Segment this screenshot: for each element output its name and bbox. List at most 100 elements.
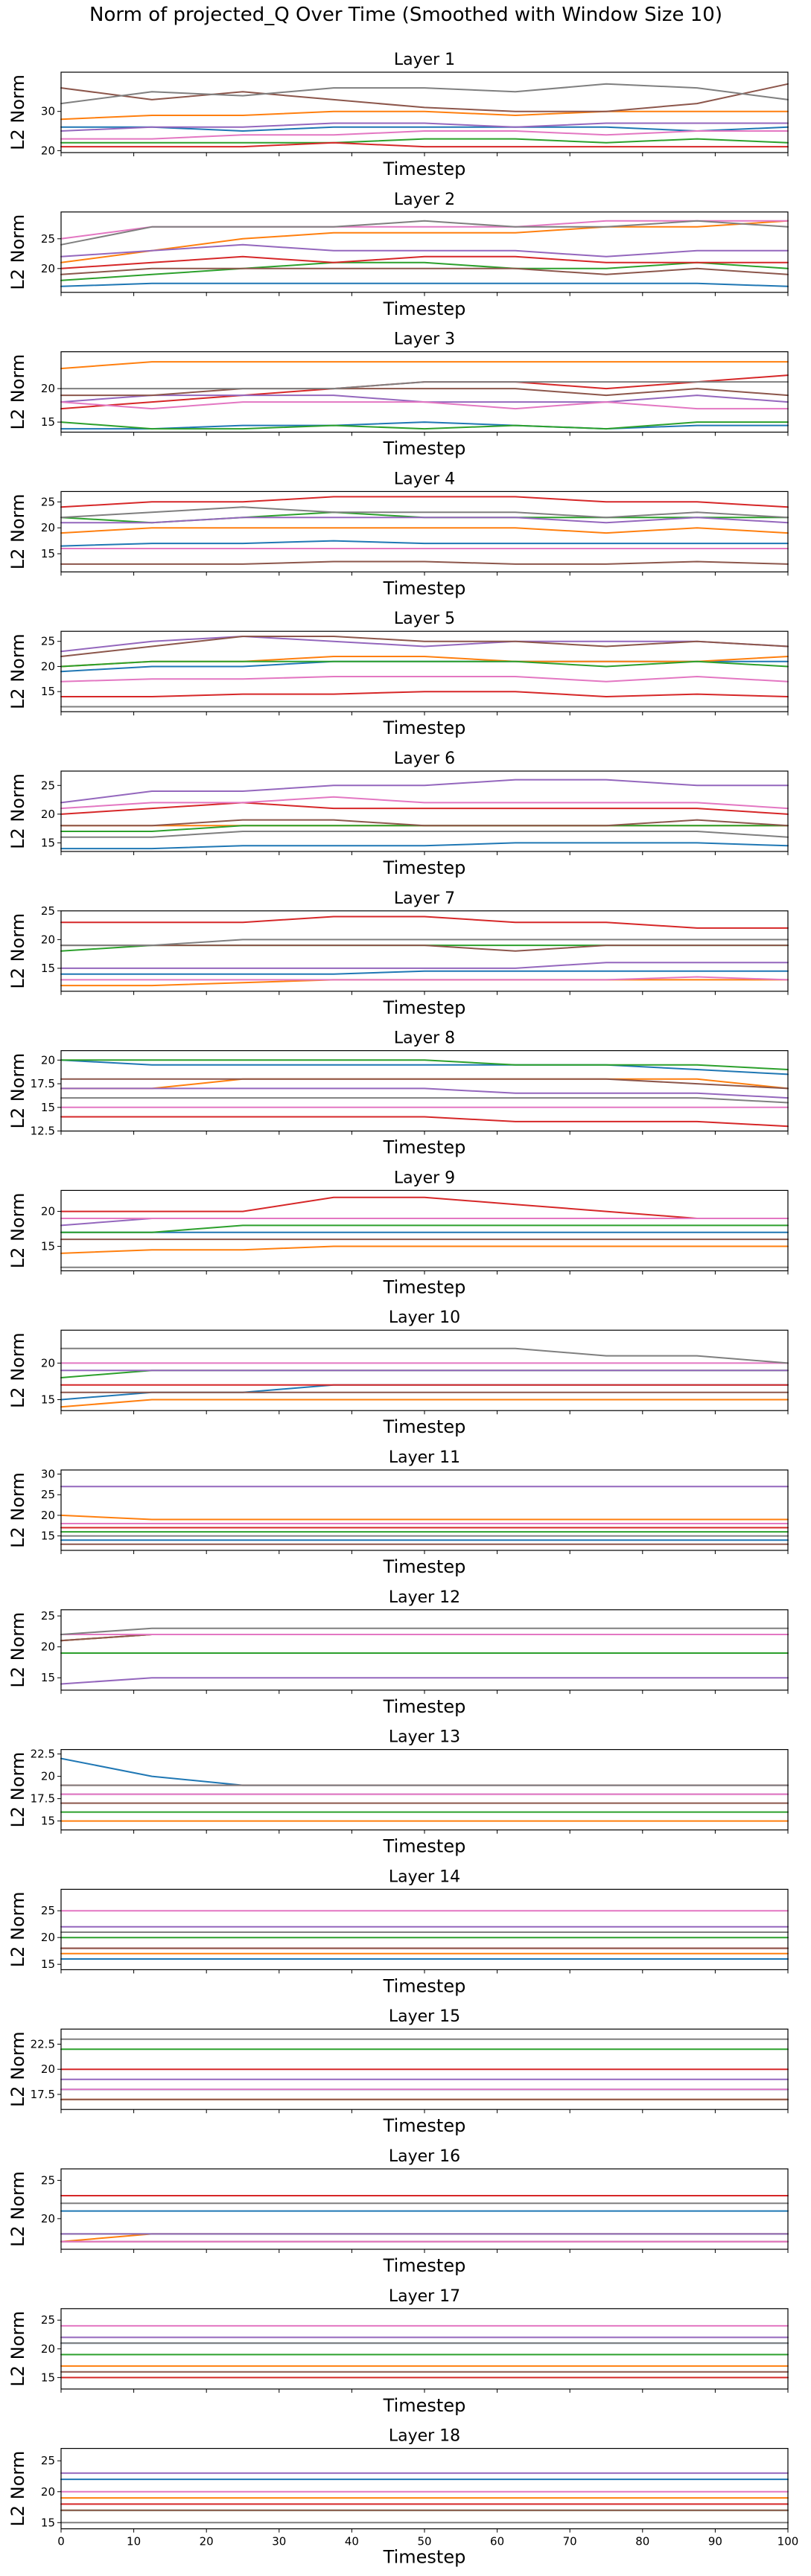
y-tick-label: 25 bbox=[41, 1609, 55, 1623]
y-tick-label: 20 bbox=[41, 2342, 55, 2356]
subplot-title: Layer 14 bbox=[389, 1867, 460, 1886]
y-axis-label: L2 Norm bbox=[7, 354, 28, 430]
axes-frame bbox=[60, 1049, 789, 1132]
series-line bbox=[60, 388, 789, 397]
y-axis-label: L2 Norm bbox=[7, 1892, 28, 1968]
subplot-layer-8: Layer 8 12.5 15 17.5 20 Timestep L2 Norm bbox=[7, 1029, 789, 1158]
subplot-layer-7: Layer 7 15 20 25 Timestep L2 Norm bbox=[7, 889, 789, 1018]
subplot-title: Layer 11 bbox=[389, 1448, 460, 1467]
x-axis-label: Timestep bbox=[383, 717, 466, 738]
subplot-layer-15: Layer 15 17.5 20 22.5 Timestep L2 Norm bbox=[7, 2007, 789, 2136]
series-line bbox=[60, 1218, 789, 1227]
series-line bbox=[60, 1634, 789, 1642]
y-tick-label: 15 bbox=[41, 685, 55, 698]
series-line bbox=[60, 496, 789, 508]
subplot-layer-18: Layer 18 15 20 25 0 10 20 30 40 50 60 70 80 90 100 Time… bbox=[7, 2427, 798, 2568]
y-tick-label: 17.5 bbox=[31, 1077, 55, 1090]
y-axis-label: L2 Norm bbox=[7, 2451, 28, 2527]
series-line bbox=[60, 130, 789, 140]
x-axis-label: Timestep bbox=[383, 159, 466, 179]
subplot-layer-4: Layer 4 15 20 25 Timestep L2 Norm bbox=[7, 470, 789, 598]
y-tick-label: 20 bbox=[41, 2485, 55, 2499]
y-tick-label: 20 bbox=[41, 1356, 55, 1370]
y-tick-label: 30 bbox=[41, 1468, 55, 1481]
series-line bbox=[60, 243, 789, 258]
series-line bbox=[60, 825, 789, 832]
y-tick-label: 15 bbox=[41, 1530, 55, 1543]
series-line bbox=[60, 138, 789, 144]
subplot-title: Layer 6 bbox=[394, 750, 455, 768]
y-axis-label: L2 Norm bbox=[7, 1472, 28, 1548]
series-line bbox=[60, 1078, 789, 1090]
series-line bbox=[60, 939, 789, 947]
series-line bbox=[60, 1399, 789, 1408]
series-line bbox=[60, 962, 789, 969]
y-axis-label: L2 Norm bbox=[7, 913, 28, 989]
series-line bbox=[60, 1245, 789, 1254]
subplot-layer-17: Layer 17 15 20 25 Timestep L2 Norm bbox=[7, 2287, 789, 2416]
subplot-layer-11: Layer 11 15 20 25 30 Timestep L2 Norm bbox=[7, 1448, 789, 1577]
y-axis-label: L2 Norm bbox=[7, 2171, 28, 2247]
series-line bbox=[60, 1347, 789, 1364]
series-line bbox=[60, 374, 789, 410]
y-tick-label: 20 bbox=[41, 2062, 55, 2076]
y-tick-label: 15 bbox=[41, 1671, 55, 1684]
x-tick-label: 50 bbox=[417, 2535, 431, 2548]
x-axis-label: Timestep bbox=[383, 2115, 466, 2136]
series-line bbox=[60, 506, 789, 519]
x-tick-label: 90 bbox=[708, 2535, 722, 2548]
figure-title: Norm of projected_Q Over Time (Smoothed … bbox=[89, 4, 722, 26]
series-line bbox=[60, 979, 789, 987]
series-line bbox=[60, 831, 789, 838]
series-line bbox=[60, 945, 789, 952]
subplot-title: Layer 5 bbox=[394, 610, 455, 628]
series-line bbox=[60, 915, 789, 929]
y-tick-label: 20 bbox=[41, 1640, 55, 1654]
series-line bbox=[60, 636, 789, 653]
subplot-title: Layer 17 bbox=[389, 2287, 460, 2306]
subplot-layer-1: Layer 1 20 30 Timestep L2 Norm bbox=[7, 51, 789, 179]
series-line bbox=[60, 110, 789, 121]
axes-frame bbox=[60, 1888, 789, 1970]
x-tick-label: 10 bbox=[127, 2535, 141, 2548]
y-tick-label: 15 bbox=[41, 1815, 55, 1828]
series-line bbox=[60, 1677, 789, 1685]
series-line bbox=[60, 540, 789, 547]
y-tick-label: 20 bbox=[41, 1053, 55, 1067]
series-line bbox=[60, 1757, 789, 1786]
subplot-layer-12: Layer 12 15 20 25 Timestep L2 Norm bbox=[7, 1588, 789, 1717]
subplot-title: Layer 2 bbox=[394, 191, 455, 209]
y-axis-label: L2 Norm bbox=[7, 2031, 28, 2107]
x-axis-label: Timestep bbox=[383, 1696, 466, 1717]
series-line bbox=[60, 421, 789, 430]
series-line bbox=[60, 970, 789, 975]
y-tick-label: 20 bbox=[41, 521, 55, 534]
subplot-layer-5: Layer 5 15 20 25 Timestep L2 Norm bbox=[7, 610, 789, 738]
x-axis-label: Timestep bbox=[383, 2395, 466, 2416]
series-line bbox=[60, 802, 789, 815]
subplot-layer-3: Layer 3 15 20 Timestep L2 Norm bbox=[7, 330, 789, 459]
subplot-title: Layer 7 bbox=[394, 889, 455, 908]
series-line bbox=[60, 401, 789, 410]
y-axis-label: L2 Norm bbox=[7, 214, 28, 290]
subplot-title: Layer 18 bbox=[389, 2427, 460, 2446]
y-tick-label: 20 bbox=[41, 2212, 55, 2225]
x-axis-label: Timestep bbox=[383, 857, 466, 878]
x-tick-label: 30 bbox=[272, 2535, 286, 2548]
series-line bbox=[60, 381, 789, 390]
series-line bbox=[60, 1097, 789, 1104]
subplot-title: Layer 3 bbox=[394, 330, 455, 349]
y-tick-label: 15 bbox=[41, 836, 55, 849]
x-axis-label: Timestep bbox=[383, 1276, 466, 1297]
series-line bbox=[60, 676, 789, 683]
series-line bbox=[60, 220, 789, 246]
series-line bbox=[60, 126, 789, 132]
y-axis-label: L2 Norm bbox=[7, 1053, 28, 1129]
y-tick-label: 15 bbox=[41, 2516, 55, 2529]
subplot-layer-9: Layer 9 15 20 Timestep L2 Norm bbox=[7, 1169, 789, 1297]
series-line bbox=[60, 1634, 789, 1642]
series-line bbox=[60, 1196, 789, 1219]
subplot-title: Layer 16 bbox=[389, 2147, 460, 2166]
series-line bbox=[60, 1059, 789, 1076]
